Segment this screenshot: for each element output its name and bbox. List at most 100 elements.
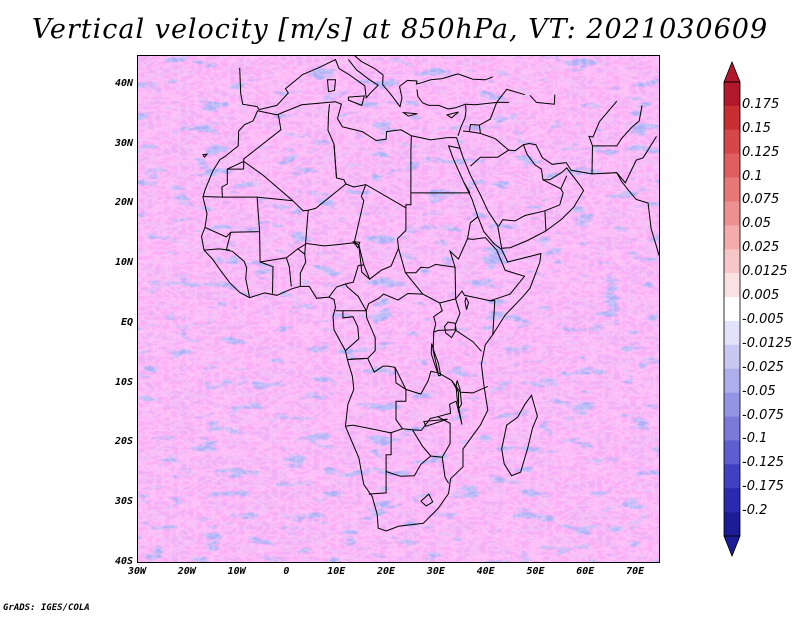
lake-outline [430,343,442,377]
country-border [328,184,367,298]
colorbar-swatch [724,344,740,370]
lat-label: 30N [114,137,133,149]
lat-label: 10S [114,376,133,388]
country-border [465,88,526,106]
lon-label: 0 [283,566,290,577]
colorbar-label: -0.075 [742,407,784,423]
map-title: Vertical velocity [m/s] at 850hPa, VT: 2… [31,14,769,45]
country-border [333,144,337,179]
colorbar-min-arrow [723,535,741,558]
country-border [405,192,470,208]
country-border [410,135,412,193]
lon-label: 20E [377,566,396,577]
map-plot-area [137,55,660,563]
lat-label: EQ [120,316,133,328]
country-border [260,210,309,263]
sardinia-coastline [326,79,337,93]
country-border [363,248,399,280]
country-border [463,181,471,194]
country-border [358,244,371,280]
country-border [405,263,456,274]
colorbar-label: -0.0125 [742,335,793,351]
country-border [344,283,423,313]
lon-label: 40E [476,566,495,577]
country-border [588,100,618,174]
canary-coastline [202,153,209,159]
country-border [243,114,282,170]
caspian-coastline [529,94,556,105]
colorbar-label: -0.05 [742,383,776,399]
colorbar-label: 0.05 [742,216,771,232]
country-border [203,248,230,251]
lon-label: 60E [576,566,595,577]
colorbar-swatch [724,440,740,465]
colorbar-swatch [724,129,740,154]
colorbar-swatch [724,368,740,393]
colorbar-label: -0.025 [742,359,784,375]
colorbar-label: 0.0125 [742,264,788,280]
colorbar-label: 0.005 [742,288,780,304]
country-border [470,149,509,167]
country-border [385,455,432,477]
colorbar-label: -0.125 [742,455,784,471]
lon-label: 30E [426,566,445,577]
colorbar-swatch [724,249,740,274]
crete-coastline [401,111,418,117]
lon-label: 30W [127,566,147,577]
colorbar-swatch [724,273,740,298]
lake-outline [455,380,463,410]
country-border [394,302,443,395]
colorbar-label: 0.075 [742,192,780,208]
country-border [420,493,434,507]
colorbar-swatch [724,82,740,107]
lon-label: 50E [526,566,545,577]
colorbar-label: -0.175 [742,479,784,495]
country-border [368,471,387,495]
colorbar-label: -0.2 [742,503,768,519]
colorbar-label: -0.005 [742,311,784,327]
lat-label: 40S [114,556,133,567]
country-border [342,310,360,352]
europe-coastline [239,58,379,111]
cyprus-coastline [445,111,459,119]
colorbar-label: 0.15 [742,120,771,136]
country-border [467,237,498,251]
colorbar-max-arrow [723,60,741,83]
colorbar-label: 0.125 [742,144,780,160]
country-border [345,357,407,434]
country-border [544,192,564,232]
lake-outline [352,241,361,249]
madagascar-coastline [501,394,538,477]
colorbar-swatch [724,105,740,131]
lon-label: 20W [177,566,196,577]
lat-label: 20S [114,436,133,448]
country-border [592,105,643,147]
colorbar-outline [723,81,741,537]
country-border [469,123,480,132]
balkans-coastline [354,56,493,108]
lake-outline [464,296,470,310]
country-border [405,272,496,335]
country-border [299,254,307,287]
arabia-coastline [459,142,659,256]
colorbar-swatch [724,297,740,322]
country-border [490,249,526,302]
lon-label: 10E [327,566,346,577]
lake-outline [444,321,457,339]
country-border [478,101,510,134]
lat-label: 40N [114,77,133,89]
country-border [345,183,407,273]
lat-label: 20N [114,197,133,209]
sicily-coastline [347,95,365,107]
country-border [204,196,261,238]
country-border [498,210,546,227]
colorbar-swatch [724,512,740,537]
country-border [335,310,376,361]
colorbar-label: -0.1 [742,431,768,447]
lon-label: 70E [626,566,645,577]
coastlines-and-borders [200,56,659,532]
country-border [385,432,392,472]
colorbar-swatch [724,320,740,346]
colorbar-swatch [724,464,740,489]
lon-label: 10W [227,566,246,577]
